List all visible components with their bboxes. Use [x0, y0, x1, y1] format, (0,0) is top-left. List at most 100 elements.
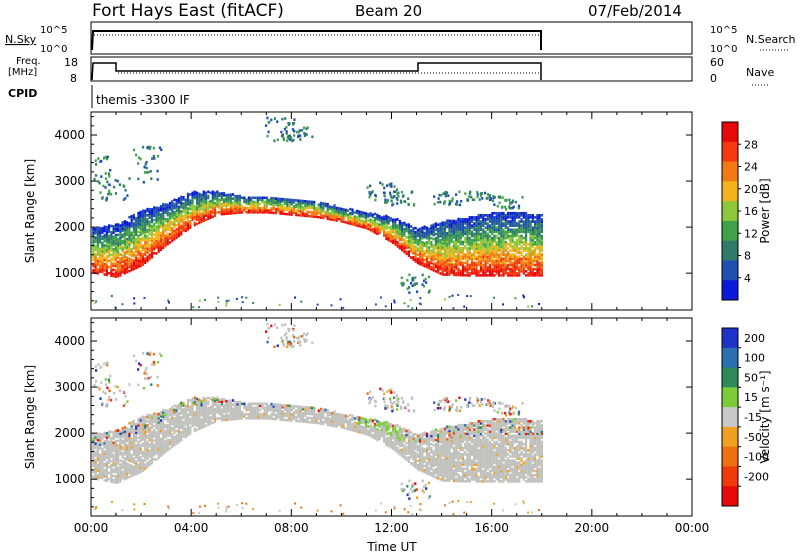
power-cell: [207, 190, 210, 194]
power-cell: [419, 244, 422, 247]
power-cell: [540, 261, 543, 265]
power-cell: [164, 223, 167, 227]
power-cell: [423, 252, 426, 256]
power-cell: [326, 202, 329, 206]
power-cell: [473, 255, 476, 259]
power-cell: [520, 220, 523, 223]
power-cell: [313, 200, 316, 204]
velocity-cell: [148, 416, 151, 419]
velocity-cell: [171, 435, 174, 438]
velocity-cell: [220, 408, 223, 412]
power-cell: [493, 211, 496, 215]
power-cell: [132, 259, 136, 263]
power-cell: [461, 263, 465, 267]
power-cell: [259, 198, 262, 202]
power-cell: [459, 222, 462, 225]
velocity-cell: [123, 465, 127, 469]
power-cell: [290, 209, 293, 212]
power-cell: [480, 192, 484, 195]
power-cell: [218, 198, 221, 202]
power-cell: [522, 296, 525, 299]
power-cell: [491, 218, 494, 221]
power-cell: [497, 216, 501, 219]
power-cell: [536, 255, 539, 259]
power-cell: [104, 186, 107, 189]
velocity-cell: [130, 443, 133, 447]
power-cell: [144, 249, 147, 252]
velocity-cell: [126, 472, 129, 476]
power-cell: [335, 219, 338, 222]
velocity-cell: [144, 465, 147, 468]
velocity-cell: [308, 406, 311, 409]
power-cell: [468, 245, 471, 248]
power-cell: [328, 205, 332, 209]
power-cell: [396, 240, 399, 244]
power-cell: [198, 211, 201, 214]
power-cell: [358, 222, 361, 226]
power-cell: [497, 265, 501, 269]
velocity-cell: [157, 414, 160, 418]
power-cell: [207, 194, 210, 198]
velocity-cell: [162, 431, 165, 435]
power-cell: [464, 192, 467, 195]
velocity-cell: [157, 431, 160, 435]
velocity-cell: [290, 406, 293, 410]
power-cell: [139, 262, 142, 266]
power-cell: [527, 243, 530, 246]
velocity-cell: [119, 463, 122, 466]
power-cell: [132, 261, 136, 265]
power-cell: [128, 263, 131, 267]
velocity-cell: [218, 400, 221, 404]
power-cell: [298, 129, 301, 132]
power-cell: [491, 236, 494, 240]
velocity-cell: [238, 415, 241, 418]
power-cell: [385, 233, 388, 236]
velocity-cell: [139, 433, 142, 436]
power-cell: [457, 230, 460, 233]
power-cell: [497, 211, 501, 215]
power-cell: [189, 201, 192, 205]
power-cell: [452, 269, 456, 273]
power-cell: [443, 235, 447, 239]
power-cell: [132, 222, 136, 225]
velocity-cell: [128, 450, 131, 454]
power-cell: [473, 228, 476, 232]
velocity-cell: [272, 409, 275, 412]
power-cell: [204, 197, 208, 201]
power-cell: [389, 233, 392, 237]
velocity-cell: [130, 470, 133, 474]
velocity-cell: [99, 445, 102, 448]
power-cell: [470, 226, 474, 230]
power-cell: [493, 251, 496, 254]
power-x-ticks: [90, 112, 693, 310]
power-cell: [506, 272, 510, 275]
power-cell: [119, 238, 122, 242]
power-cell: [146, 218, 149, 221]
velocity-cell: [157, 447, 160, 451]
power-cell: [114, 179, 117, 182]
velocity-cell: [112, 437, 115, 440]
power-cell: [204, 203, 208, 207]
power-cell: [297, 130, 300, 134]
power-cell: [502, 216, 505, 219]
power-cell: [139, 229, 142, 233]
power-cell: [119, 269, 122, 273]
power-cell: [387, 236, 390, 240]
velocity-cell: [162, 440, 165, 443]
power-cell: [137, 244, 140, 248]
power-cell: [254, 208, 257, 212]
power-cell: [362, 224, 365, 227]
velocity-cell: [182, 404, 185, 407]
velocity-cell: [103, 470, 106, 474]
velocity-cell: [153, 447, 156, 451]
velocity-cell: [132, 469, 136, 473]
power-cell: [450, 223, 453, 227]
power-cell: [105, 271, 108, 275]
power-cell: [502, 263, 505, 267]
velocity-cell: [92, 446, 95, 449]
power-cell: [477, 261, 480, 265]
power-cell: [144, 209, 147, 213]
velocity-cell: [92, 475, 95, 478]
velocity-cell: [274, 405, 278, 408]
power-cell: [159, 225, 163, 229]
